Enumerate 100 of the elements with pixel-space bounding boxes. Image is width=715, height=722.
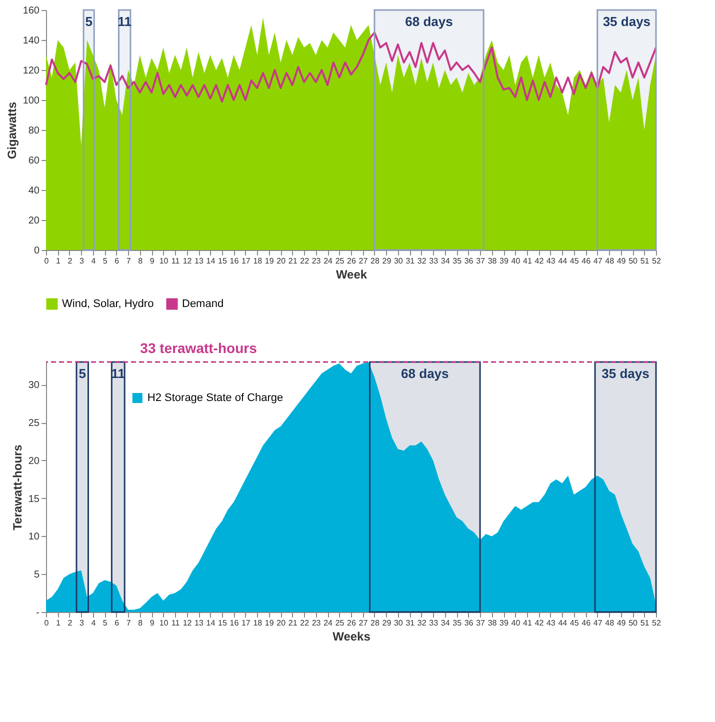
x-tick-label: 8 bbox=[138, 256, 144, 266]
x-tick-label: 12 bbox=[182, 618, 192, 628]
x-tick-label: 17 bbox=[241, 618, 251, 628]
x-tick-label: 22 bbox=[300, 618, 310, 628]
x-tick-label: 52 bbox=[652, 618, 662, 628]
y-tick-label: 60 bbox=[28, 156, 40, 166]
x-tick-label: 42 bbox=[534, 256, 544, 266]
x-tick-label: 3 bbox=[79, 256, 84, 266]
y-tick-label: 15 bbox=[28, 494, 40, 505]
x-tick-label: 32 bbox=[417, 618, 427, 628]
y-tick-label: 100 bbox=[22, 96, 40, 106]
x-tick-label: 14 bbox=[206, 256, 216, 266]
x-tick-label: 6 bbox=[114, 618, 120, 628]
y-tick-label: - bbox=[36, 608, 40, 618]
x-tick-label: 27 bbox=[358, 256, 368, 266]
y-tick-label: 0 bbox=[34, 246, 40, 256]
x-tick-label: 17 bbox=[241, 256, 251, 266]
x-tick-label: 40 bbox=[511, 256, 521, 266]
x-axis-title: Week bbox=[336, 268, 368, 282]
x-tick-label: 34 bbox=[440, 256, 450, 266]
x-tick-label: 47 bbox=[593, 618, 603, 628]
x-tick-label: 35 bbox=[452, 256, 462, 266]
x-tick-label: 6 bbox=[114, 256, 120, 266]
x-tick-label: 34 bbox=[440, 618, 450, 628]
x-tick-label: 2 bbox=[68, 256, 73, 266]
line-series bbox=[45, 32, 657, 102]
x-tick-label: 15 bbox=[218, 618, 228, 628]
x-tick-label: 35 bbox=[452, 618, 462, 628]
x-tick-label: 14 bbox=[206, 618, 216, 628]
x-tick-label: 49 bbox=[616, 256, 626, 266]
y-tick-label: 5 bbox=[34, 570, 40, 581]
x-tick-label: 37 bbox=[476, 618, 486, 628]
x-tick-label: 9 bbox=[150, 618, 155, 628]
x-tick-label: 39 bbox=[500, 618, 509, 628]
x-tick-label: 28 bbox=[370, 618, 380, 628]
band-label: 35 days bbox=[602, 14, 651, 29]
x-tick-label: 33 bbox=[429, 256, 439, 266]
x-tick-label: 44 bbox=[558, 618, 568, 628]
band-label: 5 bbox=[85, 14, 92, 29]
x-tick-label: 23 bbox=[312, 256, 322, 266]
x-tick-label: 23 bbox=[312, 618, 322, 628]
x-tick-label: 51 bbox=[640, 256, 650, 266]
y-tick-label: 10 bbox=[28, 532, 40, 543]
x-tick-label: 43 bbox=[546, 256, 556, 266]
x-tick-label: 20 bbox=[276, 618, 286, 628]
y-tick-label: 30 bbox=[28, 380, 40, 392]
x-tick-label: 18 bbox=[253, 256, 263, 266]
y-tick-label: 20 bbox=[28, 216, 40, 226]
y-axis-title: Terawatt-hours bbox=[10, 444, 24, 530]
x-tick-label: 28 bbox=[370, 256, 380, 266]
x-tick-label: 5 bbox=[102, 618, 108, 628]
x-tick-label: 20 bbox=[276, 256, 286, 266]
x-tick-label: 21 bbox=[288, 256, 298, 266]
x-tick-label: 4 bbox=[91, 256, 96, 266]
x-tick-label: 1 bbox=[56, 256, 62, 266]
x-tick-label: 27 bbox=[358, 618, 368, 628]
x-tick-label: 4 bbox=[91, 618, 96, 628]
x-tick-label: 9 bbox=[150, 256, 155, 266]
x-tick-label: 30 bbox=[394, 256, 404, 266]
x-tick-label: 5 bbox=[102, 256, 108, 266]
x-tick-label: 41 bbox=[523, 618, 532, 628]
x-tick-label: 10 bbox=[159, 256, 169, 266]
y-tick-label: 120 bbox=[22, 66, 40, 76]
x-tick-label: 26 bbox=[347, 256, 356, 266]
x-tick-label: 48 bbox=[605, 256, 615, 266]
x-tick-label: 32 bbox=[417, 256, 427, 266]
x-tick-label: 15 bbox=[218, 256, 228, 266]
x-tick-label: 40 bbox=[511, 618, 521, 628]
x-tick-label: 25 bbox=[335, 618, 345, 628]
x-tick-label: 47 bbox=[593, 256, 603, 266]
x-tick-label: 46 bbox=[582, 618, 592, 628]
x-tick-label: 21 bbox=[288, 618, 298, 628]
x-tick-label: 0 bbox=[44, 618, 50, 628]
x-tick-label: 45 bbox=[570, 256, 580, 266]
x-tick-label: 26 bbox=[347, 618, 356, 628]
x-tick-label: 11 bbox=[171, 618, 180, 628]
x-tick-label: 38 bbox=[488, 256, 498, 266]
x-tick-label: 11 bbox=[171, 256, 180, 266]
y-tick-label: 140 bbox=[22, 36, 40, 46]
legend-label: H2 Storage State of Charge bbox=[147, 392, 284, 404]
x-tick-label: 3 bbox=[79, 618, 84, 628]
ref-line-label: 33 terawatt-hours bbox=[140, 340, 258, 356]
x-tick-label: 45 bbox=[570, 618, 580, 628]
band-label: 68 days bbox=[405, 14, 453, 29]
y-tick-label: 160 bbox=[22, 6, 40, 16]
y-tick-label: 25 bbox=[28, 418, 40, 430]
x-tick-label: 16 bbox=[230, 618, 240, 628]
x-tick-label: 48 bbox=[605, 618, 615, 628]
legend-label: Demand bbox=[182, 298, 224, 310]
band-label: 68 days bbox=[401, 366, 449, 381]
x-axis-title: Weeks bbox=[332, 630, 371, 644]
x-tick-label: 50 bbox=[628, 618, 638, 628]
x-tick-label: 29 bbox=[382, 256, 392, 266]
x-tick-label: 49 bbox=[616, 618, 626, 628]
x-tick-label: 7 bbox=[126, 256, 132, 266]
x-tick-label: 24 bbox=[324, 256, 334, 266]
band-label: 11 bbox=[118, 14, 132, 29]
x-tick-label: 36 bbox=[464, 256, 474, 266]
x-tick-label: 41 bbox=[523, 256, 532, 266]
x-tick-label: 19 bbox=[264, 256, 274, 266]
